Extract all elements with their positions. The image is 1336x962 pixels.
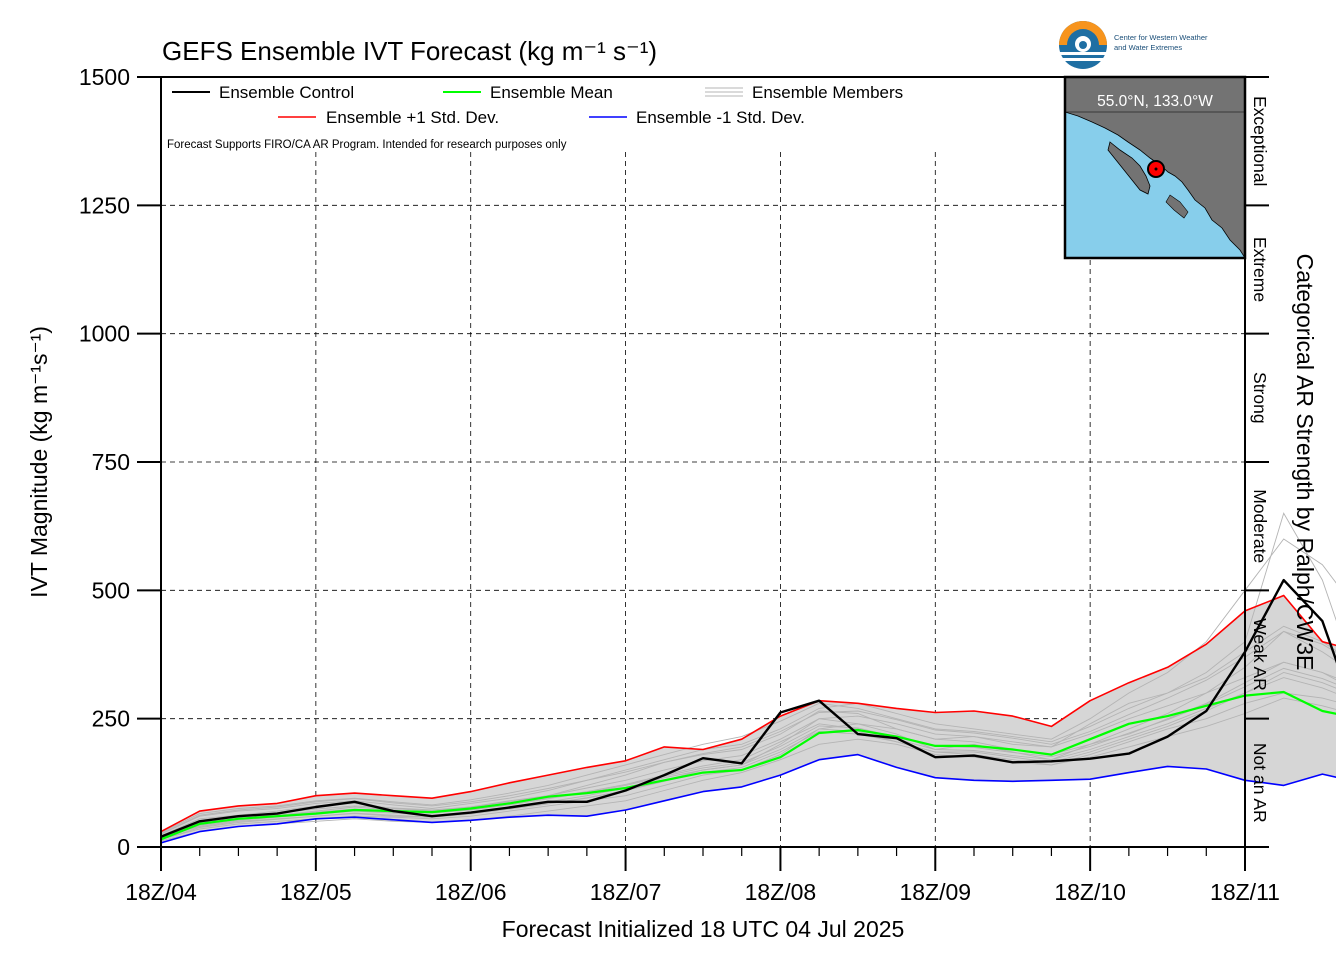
x-tick-label: 18Z/05 bbox=[280, 879, 352, 905]
category-label: Moderate bbox=[1250, 489, 1270, 563]
category-label: Extreme bbox=[1250, 237, 1270, 302]
x-tick-label: 18Z/11 bbox=[1210, 879, 1280, 905]
right-axis-title: Categorical AR Strength by Ralph/CW3E bbox=[1292, 254, 1318, 671]
x-tick-label: 18Z/10 bbox=[1054, 879, 1126, 905]
x-tick-label: 18Z/08 bbox=[745, 879, 817, 905]
y-tick-label: 0 bbox=[117, 834, 130, 860]
legend-plus-std: Ensemble +1 Std. Dev. bbox=[326, 108, 499, 127]
logo-line-2: and Water Extremes bbox=[1114, 43, 1182, 52]
y-tick-label: 1500 bbox=[79, 64, 130, 90]
map-island bbox=[1107, 141, 1151, 195]
category-label: Weak AR bbox=[1250, 618, 1270, 691]
legend-minus-std: Ensemble -1 Std. Dev. bbox=[636, 108, 805, 127]
logo-line-1: Center for Western Weather bbox=[1114, 33, 1208, 42]
y-tick-label: 1250 bbox=[79, 192, 130, 218]
category-label: Strong bbox=[1250, 372, 1270, 424]
inset-map: 55.0°N, 133.0°W bbox=[1063, 75, 1247, 260]
x-tick-label: 18Z/07 bbox=[590, 879, 662, 905]
map-island-small bbox=[1165, 194, 1189, 219]
map-coordinates: 55.0°N, 133.0°W bbox=[1097, 93, 1213, 110]
y-tick-label: 500 bbox=[92, 577, 130, 603]
legend-control: Ensemble Control bbox=[219, 83, 354, 102]
legend-members: Ensemble Members bbox=[752, 83, 903, 102]
y-tick-label: 1000 bbox=[79, 321, 130, 347]
y-axis-label: IVT Magnitude (kg m⁻¹s⁻¹) bbox=[26, 326, 52, 598]
x-tick-label: 18Z/06 bbox=[435, 879, 507, 905]
x-axis-label: Forecast Initialized 18 UTC 04 Jul 2025 bbox=[502, 916, 905, 942]
x-tick-label: 18Z/09 bbox=[899, 879, 971, 905]
map-land bbox=[1065, 77, 1245, 258]
location-marker-center bbox=[1154, 167, 1158, 171]
map-frame bbox=[1063, 75, 1247, 260]
cw3e-logo: Center for Western Weather and Water Ext… bbox=[1059, 21, 1208, 69]
chart-title: GEFS Ensemble IVT Forecast (kg m⁻¹ s⁻¹) bbox=[162, 36, 657, 66]
y-tick-label: 250 bbox=[92, 706, 130, 732]
y-tick-label: 750 bbox=[92, 449, 130, 475]
std-dev-band bbox=[161, 595, 1336, 843]
research-note: Forecast Supports FIRO/CA AR Program. In… bbox=[167, 139, 567, 151]
legend: Ensemble Control Ensemble Mean Ensemble … bbox=[167, 83, 903, 151]
category-label: Exceptional bbox=[1250, 96, 1270, 186]
legend-mean: Ensemble Mean bbox=[490, 83, 613, 102]
std-dev-band-fill bbox=[161, 595, 1336, 843]
x-tick-label: 18Z/04 bbox=[125, 879, 197, 905]
legend-swatch-members bbox=[705, 87, 743, 97]
category-label: Not an AR bbox=[1250, 743, 1270, 823]
